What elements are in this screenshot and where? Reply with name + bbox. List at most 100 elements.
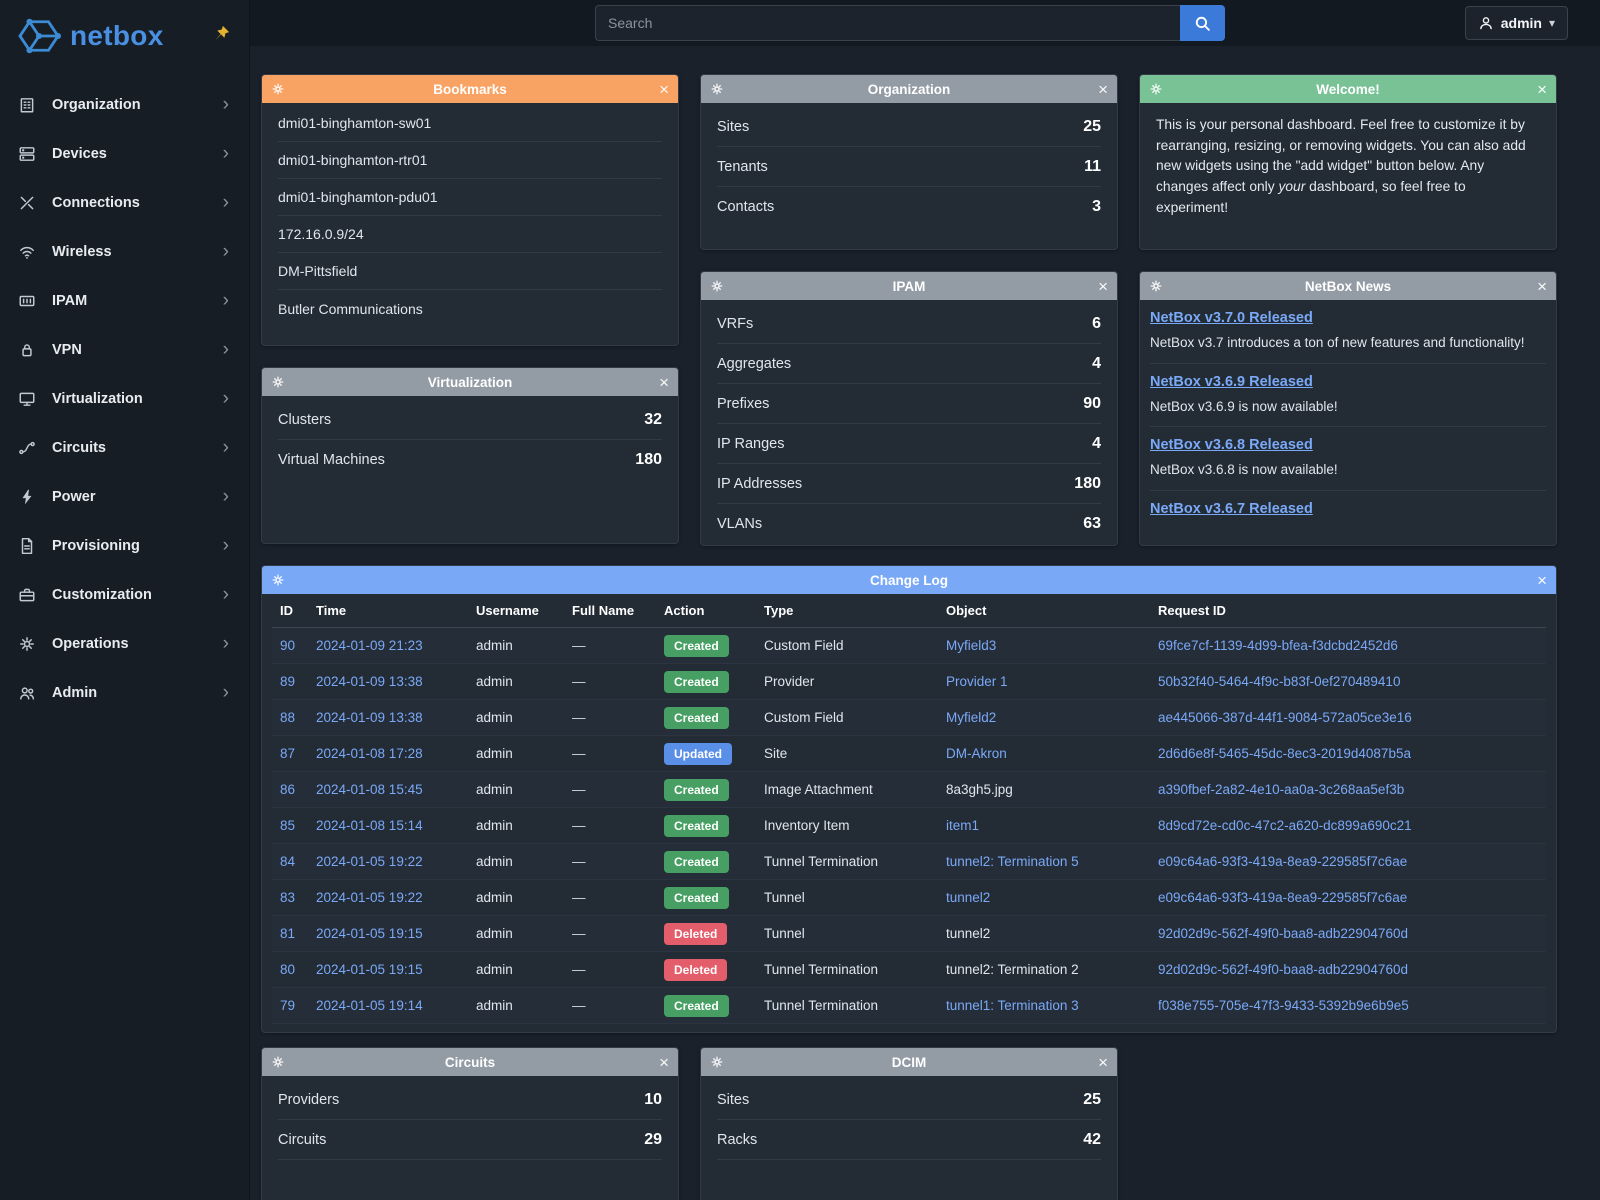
change-id-link[interactable]: 90 — [280, 638, 296, 653]
change-id-link[interactable]: 81 — [280, 926, 296, 941]
widget-config-icon[interactable] — [710, 1055, 724, 1069]
change-id-link[interactable]: 83 — [280, 890, 296, 905]
sidebar-item[interactable]: Organization › — [0, 80, 249, 129]
change-id-link[interactable]: 84 — [280, 854, 296, 869]
change-object-link[interactable]: item1 — [946, 818, 980, 833]
widget-close-icon[interactable]: × — [1098, 79, 1108, 99]
request-id-link[interactable]: f038e755-705e-47f3-9433-5392b9e6b9e5 — [1158, 998, 1409, 1013]
sidebar-item[interactable]: Connections › — [0, 178, 249, 227]
column-header[interactable]: Action — [656, 594, 756, 628]
request-id-link[interactable]: 92d02d9c-562f-49f0-baa8-adb22904760d — [1158, 962, 1408, 977]
sidebar-item[interactable]: Devices › — [0, 129, 249, 178]
stat-value-link[interactable]: 11 — [1084, 157, 1101, 175]
sidebar-item[interactable]: Wireless › — [0, 227, 249, 276]
netbox-logo-icon[interactable] — [16, 17, 62, 55]
stat-value-link[interactable]: 25 — [1083, 1090, 1101, 1108]
change-id-link[interactable]: 86 — [280, 782, 296, 797]
widget-config-icon[interactable] — [271, 375, 285, 389]
change-time-link[interactable]: 2024-01-05 19:14 — [316, 998, 423, 1013]
change-object-link[interactable]: tunnel2: Termination 2 — [946, 962, 1079, 977]
widget-close-icon[interactable]: × — [1098, 1052, 1108, 1072]
column-header[interactable]: ID — [272, 594, 308, 628]
pin-icon[interactable] — [211, 24, 231, 44]
stat-value-link[interactable]: 25 — [1083, 117, 1101, 135]
change-id-link[interactable]: 85 — [280, 818, 296, 833]
sidebar-item[interactable]: Circuits › — [0, 423, 249, 472]
column-header[interactable]: Object — [938, 594, 1150, 628]
change-object-link[interactable]: Myfield2 — [946, 710, 997, 725]
change-object-link[interactable]: tunnel2 — [946, 890, 991, 905]
change-time-link[interactable]: 2024-01-09 21:23 — [316, 638, 423, 653]
sidebar-item[interactable]: Power › — [0, 472, 249, 521]
search-button[interactable] — [1180, 5, 1225, 41]
news-link[interactable]: NetBox v3.6.8 Released — [1150, 437, 1313, 454]
change-time-link[interactable]: 2024-01-09 13:38 — [316, 674, 423, 689]
stat-value-link[interactable]: 29 — [644, 1130, 662, 1148]
change-object-link[interactable]: tunnel1: Termination 3 — [946, 998, 1079, 1013]
stat-value-link[interactable]: 10 — [644, 1090, 662, 1108]
widget-close-icon[interactable]: × — [1537, 276, 1547, 296]
column-header[interactable]: Username — [468, 594, 564, 628]
request-id-link[interactable]: a390fbef-2a82-4e10-aa0a-3c268aa5ef3b — [1158, 782, 1405, 797]
change-object-link[interactable]: DM-Akron — [946, 746, 1007, 761]
change-time-link[interactable]: 2024-01-09 13:38 — [316, 710, 423, 725]
column-header[interactable]: Type — [756, 594, 938, 628]
widget-config-icon[interactable] — [710, 82, 724, 96]
change-object-link[interactable]: tunnel2: Termination 5 — [946, 854, 1079, 869]
stat-value-link[interactable]: 180 — [635, 451, 662, 468]
change-object-link[interactable]: 8a3gh5.jpg — [946, 782, 1013, 797]
stat-value-link[interactable]: 90 — [1083, 394, 1101, 412]
sidebar-item[interactable]: Virtualization › — [0, 374, 249, 423]
bookmark-link[interactable]: DM-Pittsfield — [278, 253, 662, 290]
change-id-link[interactable]: 89 — [280, 674, 296, 689]
widget-config-icon[interactable] — [1149, 82, 1163, 96]
widget-close-icon[interactable]: × — [659, 79, 669, 99]
column-header[interactable]: Full Name — [564, 594, 656, 628]
brand-name[interactable]: netbox — [70, 20, 164, 51]
widget-close-icon[interactable]: × — [659, 1052, 669, 1072]
change-time-link[interactable]: 2024-01-08 15:14 — [316, 818, 423, 833]
news-link[interactable]: NetBox v3.7.0 Released — [1150, 310, 1313, 326]
column-header[interactable]: Time — [308, 594, 468, 628]
stat-value-link[interactable]: 32 — [644, 410, 662, 428]
request-id-link[interactable]: 2d6d6e8f-5465-45dc-8ec3-2019d4087b5a — [1158, 746, 1411, 761]
change-id-link[interactable]: 87 — [280, 746, 296, 761]
request-id-link[interactable]: 69fce7cf-1139-4d99-bfea-f3dcbd2452d6 — [1158, 638, 1398, 653]
bookmark-link[interactable]: dmi01-binghamton-pdu01 — [278, 179, 662, 216]
stat-value-link[interactable]: 42 — [1083, 1130, 1101, 1148]
change-id-link[interactable]: 88 — [280, 710, 296, 725]
request-id-link[interactable]: ae445066-387d-44f1-9084-572a05ce3e16 — [1158, 710, 1412, 725]
stat-value-link[interactable]: 3 — [1092, 198, 1101, 215]
change-id-link[interactable]: 79 — [280, 998, 296, 1013]
request-id-link[interactable]: e09c64a6-93f3-419a-8ea9-229585f7c6ae — [1158, 890, 1408, 905]
change-time-link[interactable]: 2024-01-08 15:45 — [316, 782, 423, 797]
request-id-link[interactable]: 50b32f40-5464-4f9c-b83f-0ef270489410 — [1158, 674, 1401, 689]
change-id-link[interactable]: 80 — [280, 962, 296, 977]
change-object-link[interactable]: Provider 1 — [946, 674, 1008, 689]
sidebar-item[interactable]: Operations › — [0, 619, 249, 668]
change-time-link[interactable]: 2024-01-05 19:22 — [316, 890, 423, 905]
widget-config-icon[interactable] — [710, 279, 724, 293]
request-id-link[interactable]: 8d9cd72e-cd0c-47c2-a620-dc899a690c21 — [1158, 818, 1412, 833]
sidebar-item[interactable]: Customization › — [0, 570, 249, 619]
bookmark-link[interactable]: dmi01-binghamton-sw01 — [278, 105, 662, 142]
sidebar-item[interactable]: IPAM › — [0, 276, 249, 325]
stat-value-link[interactable]: 4 — [1092, 354, 1101, 372]
sidebar-item[interactable]: Admin › — [0, 668, 249, 717]
change-object-link[interactable]: tunnel2 — [946, 926, 991, 941]
widget-config-icon[interactable] — [1149, 279, 1163, 293]
widget-config-icon[interactable] — [271, 82, 285, 96]
change-time-link[interactable]: 2024-01-05 19:22 — [316, 854, 423, 869]
news-link[interactable]: NetBox v3.6.7 Released — [1150, 500, 1313, 517]
request-id-link[interactable]: e09c64a6-93f3-419a-8ea9-229585f7c6ae — [1158, 854, 1408, 869]
sidebar-item[interactable]: VPN › — [0, 325, 249, 374]
widget-close-icon[interactable]: × — [1537, 79, 1547, 99]
stat-value-link[interactable]: 4 — [1092, 434, 1101, 452]
news-link[interactable]: NetBox v3.6.9 Released — [1150, 373, 1313, 390]
widget-close-icon[interactable]: × — [1098, 276, 1108, 296]
bookmark-link[interactable]: dmi01-binghamton-rtr01 — [278, 142, 662, 179]
bookmark-link[interactable]: 172.16.0.9/24 — [278, 216, 662, 253]
stat-value-link[interactable]: 6 — [1092, 314, 1101, 332]
stat-value-link[interactable]: 180 — [1074, 474, 1101, 492]
widget-close-icon[interactable]: × — [659, 372, 669, 392]
